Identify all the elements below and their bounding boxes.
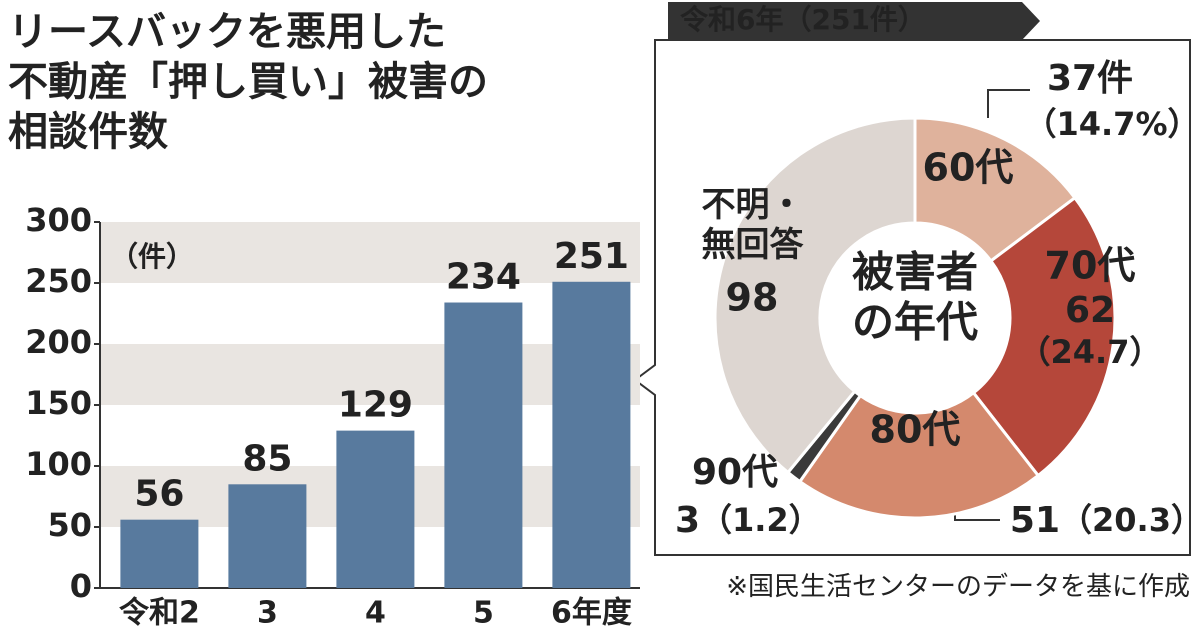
category-label: 70代 xyxy=(1045,244,1136,288)
x-tick-label: 3 xyxy=(257,596,278,630)
bar xyxy=(336,430,415,588)
value-label: 98 xyxy=(726,276,779,320)
chart-title: 不動産「押し買い」被害の xyxy=(8,59,488,105)
chart-title: リースバックを悪用した xyxy=(8,9,446,55)
percent-label: （1.2） xyxy=(700,501,821,539)
category-label: 90代 xyxy=(692,452,778,493)
donut-segment xyxy=(797,390,1041,520)
value-label: 234 xyxy=(446,257,521,298)
x-tick-label: 5 xyxy=(473,596,494,630)
percent-label: （20.3） xyxy=(1060,501,1200,539)
source-note: ※国民生活センターのデータを基に作成 xyxy=(726,572,1190,602)
bar xyxy=(552,281,631,588)
y-tick-label: 50 xyxy=(47,506,92,544)
donut-segment xyxy=(971,195,1117,478)
value-label: 37件 xyxy=(1047,58,1133,99)
unit-label: （件） xyxy=(110,240,194,273)
title-tab xyxy=(668,2,1040,40)
x-tick-label: 4 xyxy=(365,596,386,630)
percent-label: （24.7） xyxy=(1019,333,1162,371)
frame xyxy=(633,39,1191,556)
y-tick-label: 150 xyxy=(25,384,92,422)
category-label: 不明・無回答 xyxy=(701,185,804,265)
value-label: 3 xyxy=(675,500,700,541)
y-tick-label: 250 xyxy=(25,262,92,300)
chart-title: 相談件数 xyxy=(8,109,168,155)
y-tick-label: 300 xyxy=(25,201,92,239)
y-tick-label: 100 xyxy=(25,445,92,483)
value-label: 85 xyxy=(242,438,292,479)
category-label: 60代 xyxy=(923,146,1014,190)
leader-line xyxy=(987,89,1030,118)
background-band xyxy=(100,222,640,283)
value-label: 251 xyxy=(554,236,629,277)
y-tick-label: 200 xyxy=(25,323,92,361)
bar xyxy=(228,484,307,588)
chart-title: 令和6年（251件） xyxy=(680,3,926,36)
percent-label: （14.7%） xyxy=(1024,105,1199,143)
center-label: の年代 xyxy=(852,298,978,347)
bar xyxy=(444,302,523,588)
background-band xyxy=(100,344,640,405)
value-label: 129 xyxy=(338,385,413,426)
value-label: 56 xyxy=(134,474,184,515)
bar xyxy=(120,519,199,588)
x-tick-label: 6年度 xyxy=(551,596,632,630)
value-label: 62 xyxy=(1065,290,1115,331)
category-label: 80代 xyxy=(870,408,961,452)
center-label: 被害者 xyxy=(852,248,978,297)
y-tick-label: 0 xyxy=(70,567,92,605)
donut-segment xyxy=(713,116,917,475)
x-tick-label: 令和2 xyxy=(119,596,200,630)
donut-segment xyxy=(913,116,1077,264)
value-label: 51 xyxy=(1010,500,1060,541)
